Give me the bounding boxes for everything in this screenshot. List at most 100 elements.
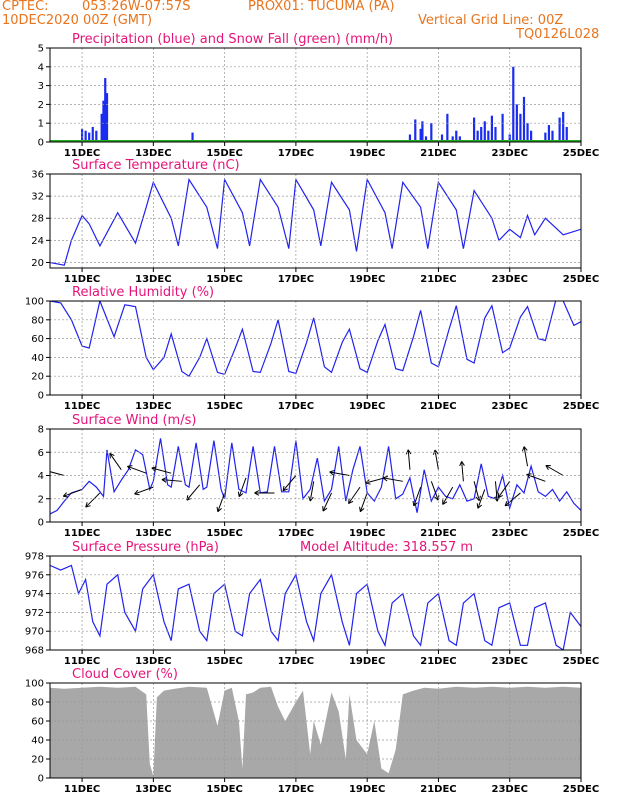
- x-tick-label: 23DEC: [492, 274, 528, 285]
- precip-bar: [446, 113, 449, 142]
- x-tick-label: 23DEC: [492, 784, 528, 795]
- wind-arrow: [545, 465, 564, 476]
- y-tick-label: 5: [38, 44, 44, 55]
- precip-bar: [430, 123, 433, 142]
- precip-bar: [501, 113, 504, 142]
- wind-arrow: [254, 490, 275, 496]
- cloud-cover-title: Cloud Cover (%): [72, 667, 178, 682]
- cloud-cover-frame: [49, 682, 582, 779]
- wind-arrow: [282, 475, 297, 492]
- y-tick-label: 968: [25, 646, 44, 657]
- x-tick-label: 15DEC: [206, 656, 242, 667]
- precip-bar: [515, 104, 518, 142]
- x-tick-label: 11DEC: [64, 274, 100, 285]
- precip-bar: [424, 136, 428, 142]
- y-tick-label: 972: [25, 608, 44, 619]
- y-tick-label: 40: [31, 353, 44, 364]
- humidity-panel: 0 20 40 60 80 100 11DEC 13DEC 15DEC 17DEC 19DEC 21D…: [25, 285, 599, 412]
- precip-bar: [487, 130, 490, 142]
- y-tick-label: 976: [25, 570, 44, 581]
- wind-arrow: [348, 486, 361, 504]
- y-tick-label: 20: [31, 755, 44, 766]
- y-tick-label: 20: [31, 258, 44, 269]
- pressure-data: [50, 564, 581, 650]
- y-tick-label: 32: [31, 192, 44, 203]
- header-location: PROX01: TUCUMA (PA): [248, 0, 395, 14]
- precip-bar: [440, 134, 444, 142]
- x-tick-label: 25DEC: [563, 401, 599, 412]
- x-tick-label: 19DEC: [349, 148, 385, 159]
- wind-arrow: [216, 492, 226, 513]
- header-model-code: TQ0126L028: [516, 27, 600, 42]
- precip-bar: [458, 136, 461, 142]
- precip-bar: [519, 113, 522, 142]
- wind-panel: 0 2 4 6 8 11DEC 13DEC 15DEC 17DEC 19DEC 21DEC 23DEC…: [38, 413, 600, 539]
- humidity-title: Relative Humidity (%): [72, 285, 214, 300]
- x-tick-label: 21DEC: [420, 656, 456, 667]
- precip-bar: [102, 100, 105, 142]
- x-tick-label: 13DEC: [135, 528, 171, 539]
- y-tick-label: 970: [25, 627, 44, 638]
- x-tick-label: 15DEC: [206, 528, 242, 539]
- y-tick-label: 4: [38, 62, 44, 73]
- x-tick-label: 21DEC: [420, 148, 456, 159]
- pressure-title: Surface Pressure (hPa): [72, 540, 219, 555]
- precip-bar: [565, 126, 568, 142]
- y-tick-label: 0: [38, 391, 44, 402]
- wind-arrow: [237, 477, 247, 497]
- y-tick-label: 4: [38, 471, 44, 482]
- wind-arrow: [412, 486, 422, 507]
- precip-bar: [191, 132, 194, 142]
- precip-bar: [508, 134, 511, 142]
- y-tick-label: 1: [38, 119, 44, 130]
- precip-bar: [483, 121, 486, 142]
- y-tick-label: 2: [38, 494, 44, 505]
- header-coords: 053:26W-07:57S: [82, 0, 191, 14]
- x-tick-label: 17DEC: [278, 148, 314, 159]
- precip-bar: [551, 130, 554, 142]
- precip-bar: [522, 96, 526, 142]
- precipitation-frame: [49, 47, 582, 143]
- precip-bar: [95, 130, 98, 142]
- y-tick-label: 100: [25, 679, 44, 690]
- x-tick-label: 23DEC: [492, 528, 528, 539]
- wind-arrow: [504, 492, 521, 507]
- y-tick-label: 28: [31, 214, 44, 225]
- x-tick-label: 23DEC: [492, 401, 528, 412]
- wind-arrow: [382, 475, 403, 482]
- x-tick-label: 25DEC: [563, 528, 599, 539]
- wind-arrow: [62, 488, 83, 498]
- y-tick-label: 6: [38, 448, 44, 459]
- y-tick-label: 974: [25, 589, 44, 600]
- precip-bar: [494, 126, 497, 142]
- x-tick-label: 13DEC: [135, 274, 171, 285]
- model-altitude-label: Model Altitude: 318.557 m: [300, 540, 473, 555]
- precip-bar: [84, 130, 87, 142]
- precip-bar: [544, 132, 547, 142]
- y-tick-label: 24: [31, 236, 44, 247]
- wind-arrow: [526, 473, 546, 482]
- x-tick-label: 15DEC: [206, 401, 242, 412]
- precip-bar: [562, 111, 565, 142]
- x-tick-label: 19DEC: [349, 274, 385, 285]
- x-tick-label: 11DEC: [64, 784, 100, 795]
- x-tick-label: 23DEC: [492, 656, 528, 667]
- wind-arrow: [322, 492, 332, 512]
- precip-bar: [414, 119, 417, 142]
- precip-bar: [526, 123, 529, 142]
- precip-bar: [88, 132, 91, 142]
- humidity-frame: [49, 300, 582, 396]
- wind-arrow: [50, 471, 65, 476]
- y-tick-label: 80: [31, 698, 44, 709]
- x-tick-label: 17DEC: [278, 274, 314, 285]
- wind-arrow: [497, 481, 511, 499]
- wind-arrow: [494, 481, 500, 502]
- wind-arrow: [459, 461, 465, 482]
- chart-header: CPTEC: 053:26W-07:57S PROX01: TUCUMA (PA…: [0, 0, 618, 42]
- precip-bar: [451, 136, 454, 142]
- x-tick-label: 17DEC: [278, 401, 314, 412]
- x-tick-label: 15DEC: [206, 148, 242, 159]
- wind-data: [50, 438, 581, 515]
- wind-arrow: [109, 452, 122, 470]
